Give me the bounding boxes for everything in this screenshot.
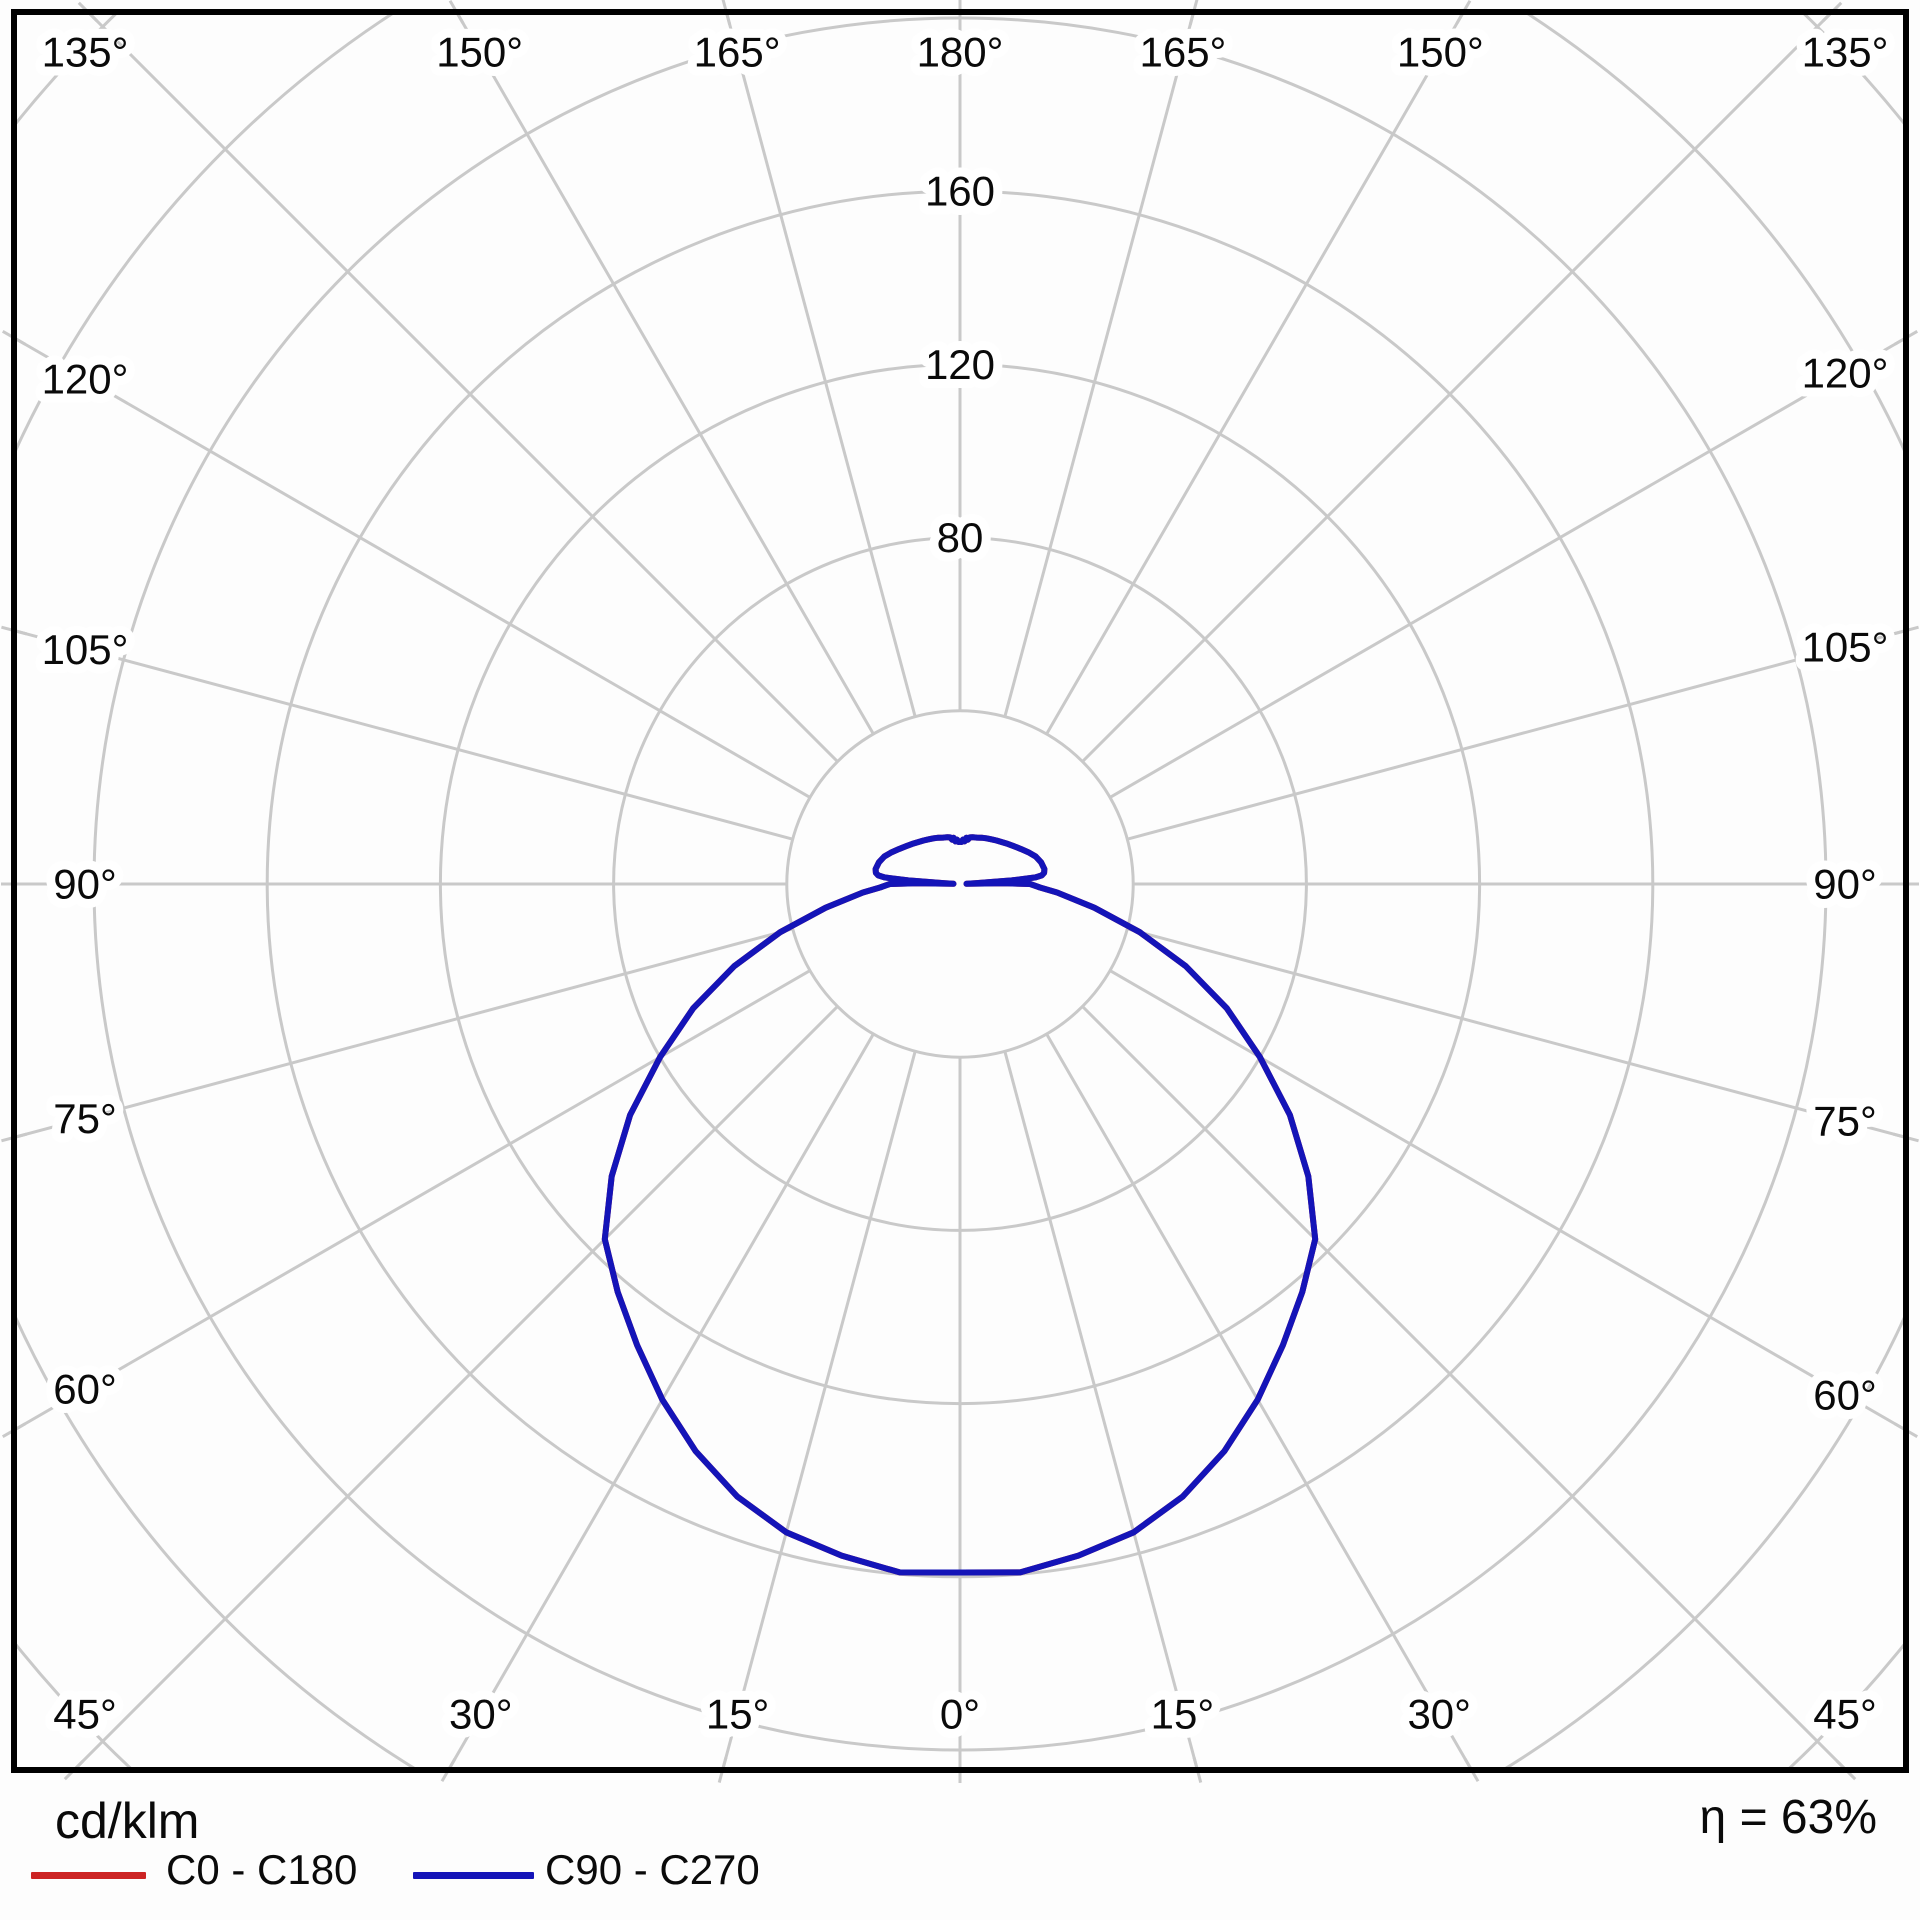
angle-label-30-left: 30° (449, 1691, 513, 1738)
angle-label-90-right: 90° (1813, 861, 1877, 908)
angle-label-105-right: 105° (1802, 623, 1889, 670)
angle-label-60-right: 60° (1813, 1371, 1877, 1418)
angle-label-105-left: 105° (42, 626, 129, 673)
angle-label-0-right: 0° (940, 1691, 980, 1738)
angle-label-150-right: 150° (1397, 29, 1484, 76)
legend-swatch-c90-c270 (413, 1872, 534, 1879)
angle-label-75-right: 75° (1813, 1098, 1877, 1145)
angle-label-120-right: 120° (1802, 350, 1889, 397)
legend: C0 - C180 C90 - C270 (0, 1846, 1000, 1906)
angle-label-135-right: 135° (1802, 29, 1889, 76)
grid-spoke-60 (1109, 969, 1906, 1432)
angle-label-120-left: 120° (42, 355, 129, 402)
angle-label-75-left: 75° (53, 1095, 117, 1142)
grid-spoke-150 (1045, 12, 1466, 735)
angle-label-90-right: 90° (1813, 861, 1877, 908)
legend-label-c90-c270: C90 - C270 (545, 1846, 760, 1893)
angle-label-120-left: 120° (42, 355, 129, 402)
angle-label-60-right: 60° (1813, 1371, 1877, 1418)
radial-value-label-160: 160 (925, 168, 995, 215)
angle-label-150-left: 150° (436, 29, 523, 76)
angle-label-45-right: 45° (1813, 1691, 1877, 1738)
grid-spoke-45 (1081, 1005, 1849, 1770)
angle-label-135-left: 135° (42, 29, 129, 76)
light-output-ratio-value: η = 63% (1699, 1791, 1877, 1844)
angle-label-15-right: 15° (1151, 1691, 1215, 1738)
grid-spoke-330 (446, 1033, 875, 1770)
angle-label-75-left: 75° (53, 1095, 117, 1142)
angle-label-105-left: 105° (42, 626, 129, 673)
curve-c90-c270 (601, 834, 1319, 1576)
angle-label-120-right: 120° (1802, 350, 1889, 397)
angle-label-150-left: 150° (436, 29, 523, 76)
angle-label-180-right: 180° (917, 29, 1004, 76)
grid-spoke-255 (14, 628, 794, 841)
angle-label-30-left: 30° (449, 1691, 513, 1738)
radial-value-label-80: 80 (937, 514, 984, 561)
angle-label-15-right: 15° (1151, 1691, 1215, 1738)
legend-swatch-c0-c180 (31, 1872, 146, 1879)
angle-label-45-left: 45° (53, 1691, 117, 1738)
angle-label-30-right: 30° (1407, 1691, 1471, 1738)
angle-label-165-right: 165° (1139, 29, 1226, 76)
angle-label-90-left: 90° (53, 861, 117, 908)
angle-label-165-right: 165° (1139, 29, 1226, 76)
angle-label-90-left: 90° (53, 861, 117, 908)
angle-label-75-right: 75° (1813, 1098, 1877, 1145)
grid-spoke-315 (71, 1005, 839, 1770)
angle-label-45-left: 45° (53, 1691, 117, 1738)
grid-spoke-135 (1081, 12, 1835, 763)
grid-spoke-30 (1045, 1033, 1474, 1770)
grid-spoke-120 (1109, 336, 1906, 799)
grid-spoke-105 (1126, 628, 1906, 841)
grid-spoke-165 (1003, 12, 1196, 718)
angle-label-105-right: 105° (1802, 623, 1889, 670)
radial-value-label-120: 120 (925, 341, 995, 388)
angle-label-150-right: 150° (1397, 29, 1484, 76)
grid-spoke-300 (14, 969, 811, 1432)
grid-labels: 80 120 160 0° 15° 15° 30° 30° 45° 45° 60° 60° 75° 75°… (42, 29, 1889, 1738)
radial-value-label-80: 80 (937, 514, 984, 561)
grid-spoke-240 (14, 336, 811, 799)
angle-label-180-right: 180° (917, 29, 1004, 76)
grid-ring-40 (785, 709, 1135, 1059)
unit-label: cd/klm (55, 1793, 200, 1849)
grid-spoke-225 (85, 12, 839, 763)
grid-spoke-195 (724, 12, 917, 718)
radial-value-label-160: 160 (925, 168, 995, 215)
grid-spoke-75 (1126, 927, 1906, 1140)
angle-label-0-right: 0° (940, 1691, 980, 1738)
angle-label-135-right: 135° (1802, 29, 1889, 76)
angle-label-45-right: 45° (1813, 1691, 1877, 1738)
angle-label-60-left: 60° (53, 1366, 117, 1413)
angle-label-15-left: 15° (706, 1691, 770, 1738)
angle-label-60-left: 60° (53, 1366, 117, 1413)
angle-label-135-left: 135° (42, 29, 129, 76)
angle-label-165-left: 165° (694, 29, 781, 76)
grid-spoke-15 (1003, 1050, 1199, 1770)
angle-label-30-right: 30° (1407, 1691, 1471, 1738)
angle-label-15-left: 15° (706, 1691, 770, 1738)
legend-label-c0-c180: C0 - C180 (166, 1846, 358, 1893)
grid-spoke-285 (14, 927, 794, 1140)
radial-value-label-120: 120 (925, 341, 995, 388)
grid-spoke-345 (721, 1050, 917, 1770)
intensity-curves (601, 834, 1319, 1576)
plot-border (11, 9, 1909, 1773)
grid-spoke-210 (454, 12, 875, 735)
angle-label-165-left: 165° (694, 29, 781, 76)
